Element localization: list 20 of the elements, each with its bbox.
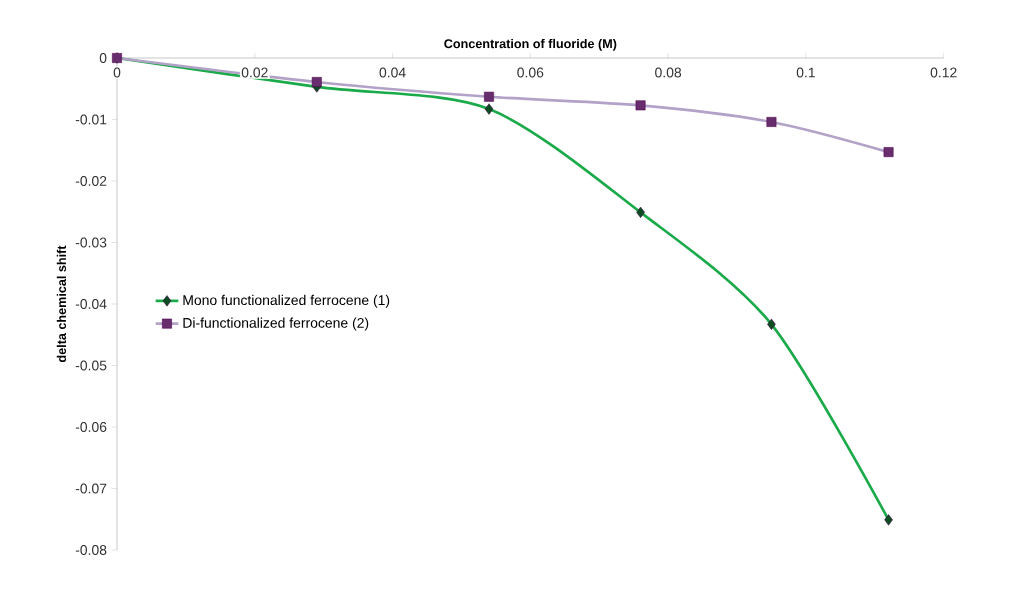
y-tick-label: -0.01	[75, 114, 107, 125]
legend-label: Di-functionalized ferrocene (2)	[183, 317, 369, 331]
y-tick-label: -0.02	[75, 176, 107, 186]
x-tick-label: 0.06	[517, 67, 544, 78]
x-tick-label: 0.04	[379, 67, 406, 78]
y-tick-label: -0.05	[75, 360, 107, 371]
y-tick-label: -0.03	[75, 237, 107, 248]
x-tick-label: 0.12	[930, 67, 957, 78]
x-axis-title: Concentration of fluoride (M)	[444, 38, 617, 51]
y-tick-label: -0.04	[75, 299, 107, 309]
x-tick-label: 0.02	[241, 67, 268, 78]
legend-label: Mono functionalized ferrocene (1)	[183, 294, 390, 308]
y-tick-label: 0	[99, 53, 107, 63]
y-tick-label: -0.06	[75, 422, 107, 432]
x-tick-label: 0.1	[796, 67, 815, 78]
y-tick-label: -0.08	[75, 545, 107, 555]
y-axis-title: delta chemical shift	[56, 245, 67, 363]
x-tick-label: 0.08	[655, 67, 682, 78]
y-tick-label: -0.07	[75, 483, 107, 494]
x-tick-label: 0	[113, 67, 121, 78]
